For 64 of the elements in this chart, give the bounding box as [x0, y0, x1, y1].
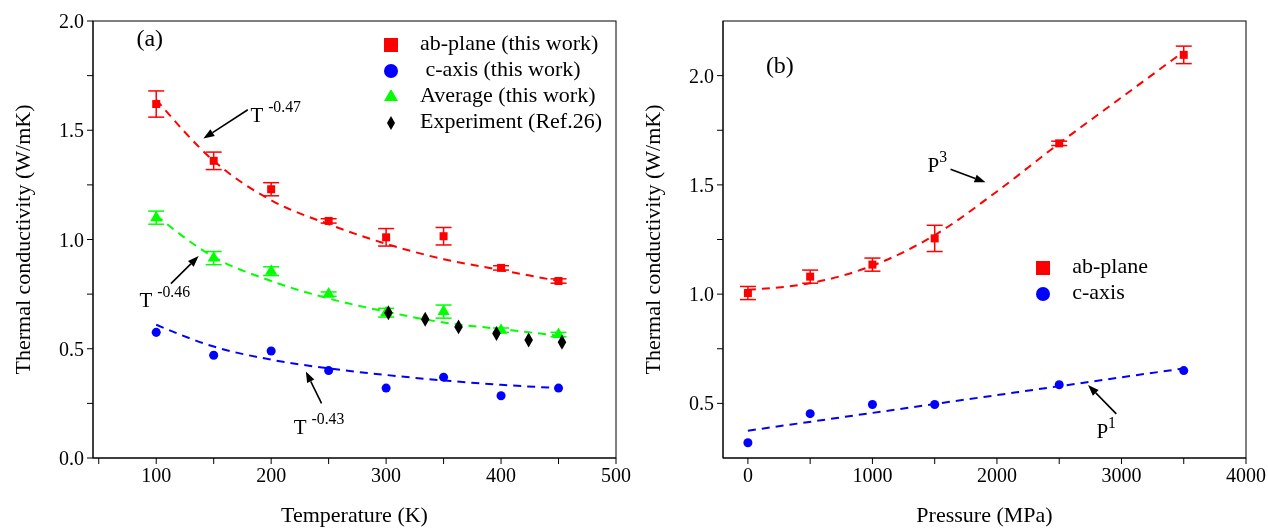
- point: [496, 391, 506, 401]
- annotation: T $^{-0.47}$: [250, 97, 302, 127]
- annotation: T $^{-0.43}$: [293, 409, 345, 439]
- point: [324, 366, 334, 376]
- y-tick-label: 1.5: [59, 119, 84, 142]
- point: [806, 272, 815, 281]
- point: [439, 372, 449, 382]
- legend-label: ab-plane (this work): [419, 30, 599, 55]
- legend-label: c-axis (this work): [424, 56, 581, 81]
- point: [439, 232, 448, 241]
- x-tick-label: 4000: [1226, 464, 1266, 486]
- y-tick-label: 1.0: [689, 283, 714, 306]
- point: [743, 438, 753, 448]
- point: [266, 346, 276, 356]
- legend-label: c-axis: [1072, 279, 1125, 304]
- legend-label: ab-plane: [1072, 253, 1148, 278]
- annotation: T $^{-0.46}$: [139, 283, 191, 313]
- point: [552, 327, 565, 339]
- y-tick-label: 2.0: [689, 64, 714, 87]
- annotation: P$^{1}$: [1096, 414, 1116, 444]
- x-tick-label: 400: [486, 464, 517, 486]
- point: [267, 185, 276, 194]
- point: [867, 399, 877, 409]
- point: [497, 263, 506, 272]
- annotation: (b): [765, 52, 794, 79]
- x-axis-title: Pressure (MPa): [916, 501, 1053, 527]
- y-tick-label: 0.5: [59, 337, 84, 360]
- point: [207, 251, 220, 262]
- x-axis-title: Temperature (K): [281, 501, 428, 527]
- x-tick-label: 0: [742, 464, 753, 486]
- point: [930, 399, 940, 409]
- point: [209, 156, 218, 165]
- y-tick-label: 0.0: [59, 447, 84, 469]
- y-tick-label: 2.0: [59, 10, 84, 32]
- point: [1179, 366, 1189, 376]
- point: [743, 289, 752, 298]
- annotation: (a): [136, 25, 164, 52]
- x-tick-label: 300: [371, 464, 402, 486]
- point: [209, 350, 219, 360]
- x-tick-label: 200: [256, 464, 287, 486]
- y-axis-title: Thermal conductivity (W/mK): [639, 104, 665, 375]
- point: [554, 383, 564, 393]
- point: [152, 100, 161, 109]
- point: [1179, 50, 1188, 59]
- x-tick-label: 100: [141, 464, 172, 486]
- x-tick-label: 1000: [852, 464, 893, 486]
- y-tick-label: 1.0: [59, 228, 84, 251]
- point: [381, 383, 391, 393]
- y-tick-label: 1.5: [689, 173, 714, 196]
- point: [805, 409, 815, 419]
- legend-label: Average (this work): [419, 82, 596, 107]
- x-tick-label: 2000: [976, 464, 1017, 486]
- point: [1054, 380, 1064, 390]
- y-axis-title: Thermal conductivity (W/mK): [9, 104, 35, 375]
- annotation: P$^{3}$: [927, 147, 948, 177]
- point: [322, 287, 335, 298]
- point: [930, 234, 939, 243]
- x-tick-label: 500: [601, 464, 631, 486]
- legend-label: Experiment (Ref.26): [419, 108, 602, 133]
- x-tick-label: 3000: [1101, 464, 1142, 486]
- y-tick-label: 0.5: [689, 392, 714, 415]
- point: [151, 327, 161, 337]
- point: [382, 233, 391, 242]
- point: [1055, 139, 1064, 148]
